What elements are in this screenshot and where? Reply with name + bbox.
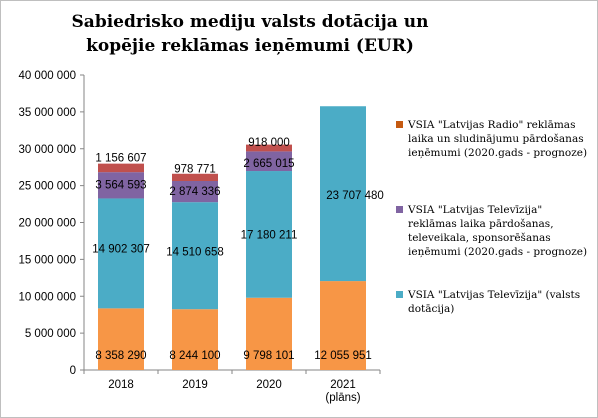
bar-segment	[172, 173, 218, 181]
data-label: 23 707 480	[326, 190, 384, 202]
data-label: 1 156 607	[95, 152, 146, 164]
y-tick-label: 5 000 000	[25, 328, 76, 340]
legend-swatch	[396, 291, 403, 298]
chart-title: Sabiedrisko mediju valsts dotācija un ko…	[71, 12, 429, 56]
y-tick-label: 35 000 000	[18, 107, 76, 119]
x-tick-label: 2019	[182, 379, 208, 391]
bar-segment	[320, 106, 366, 282]
bar-segment	[172, 202, 218, 310]
legend-swatch	[396, 206, 403, 213]
legend-label: VSIA "Latvijas Televīzija" reklāmas laik…	[408, 204, 588, 258]
bar-segment	[98, 198, 144, 309]
bar-segment	[98, 172, 144, 199]
bar-segment	[98, 163, 144, 173]
y-tick-label: 15 000 000	[18, 254, 76, 266]
data-label: 9 798 101	[243, 350, 294, 362]
legend-label: VSIA "Latvijas Radio" reklāmas laika un …	[408, 119, 588, 159]
data-label: 978 771	[174, 163, 216, 175]
legend-swatch	[396, 121, 403, 128]
y-tick-label: 30 000 000	[18, 144, 76, 156]
bar-segment	[246, 171, 292, 298]
bar-segment	[246, 151, 292, 172]
data-label: 12 055 951	[314, 350, 372, 362]
data-label: 8 358 290	[95, 350, 146, 362]
data-label: 14 902 307	[92, 244, 150, 256]
data-label: 2 665 015	[243, 158, 294, 170]
data-label: 14 510 658	[166, 247, 224, 259]
y-tick-label: 10 000 000	[18, 291, 76, 303]
data-label: 8 244 100	[169, 350, 220, 362]
x-tick-label: 2021	[330, 379, 356, 391]
x-tick-label: (plāns)	[325, 392, 360, 404]
bar-segment	[320, 281, 366, 370]
x-tick-label: 2020	[256, 379, 282, 391]
bar-segment	[246, 297, 292, 370]
data-label: 2 874 336	[169, 186, 220, 198]
data-label: 3 564 593	[95, 180, 146, 192]
bar-segment	[246, 144, 292, 152]
y-tick-label: 0	[70, 365, 76, 377]
legend-label: VSIA "Latvijas Televīzija" (valsts dotāc…	[408, 289, 581, 315]
bar-segment	[172, 309, 218, 370]
bar-segment	[172, 180, 218, 203]
y-tick-label: 20 000 000	[18, 218, 76, 230]
y-tick-label: 40 000 000	[18, 70, 76, 82]
y-tick-label: 25 000 000	[18, 181, 76, 193]
x-tick-label: 2018	[108, 379, 134, 391]
data-label: 918 000	[248, 137, 290, 149]
data-label: 17 180 211	[241, 230, 298, 242]
bar-segment	[98, 308, 144, 370]
